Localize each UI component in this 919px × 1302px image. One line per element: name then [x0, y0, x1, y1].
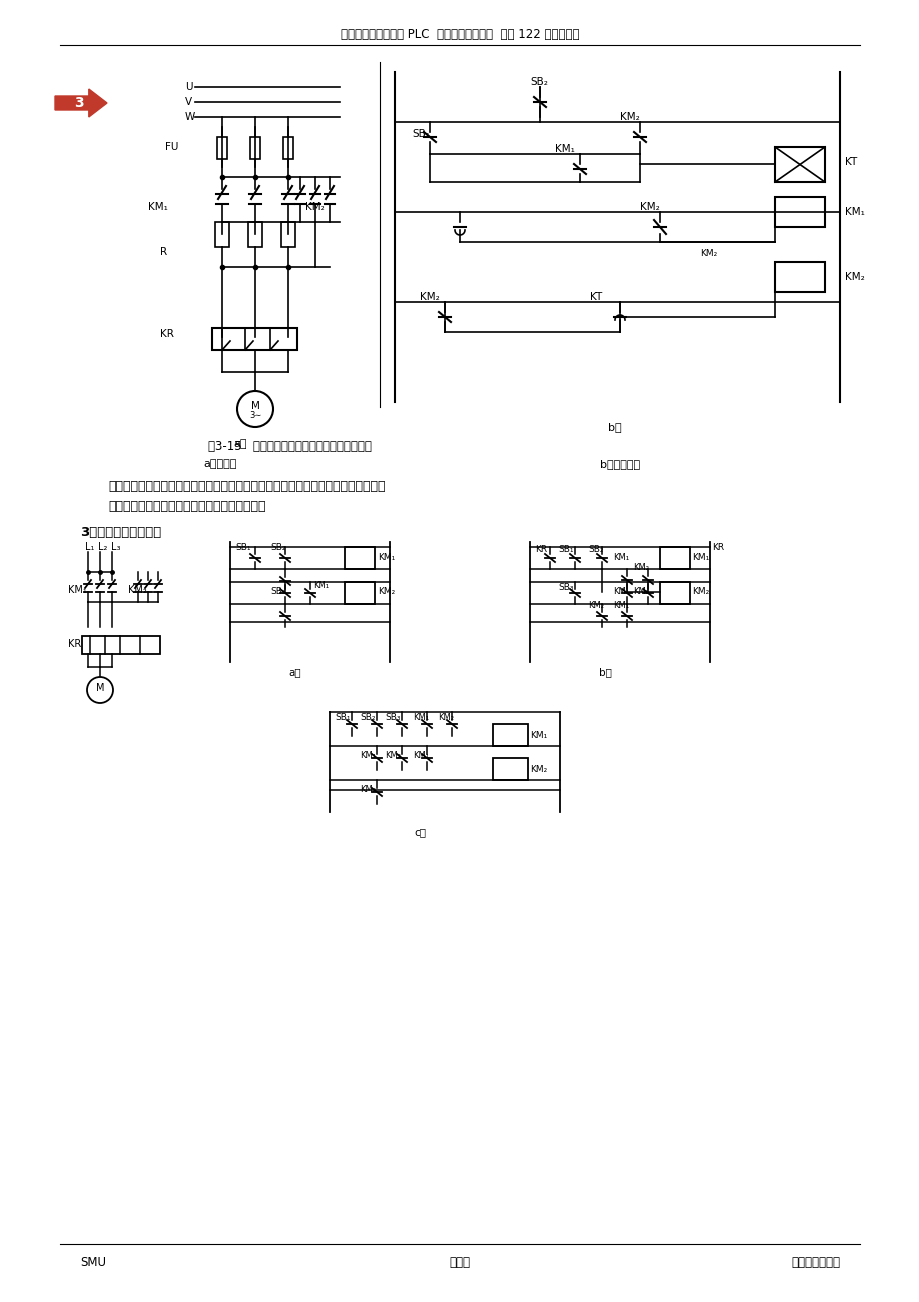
Bar — [493, 758, 528, 780]
Text: KM₂: KM₂ — [632, 587, 648, 596]
Bar — [774, 197, 824, 227]
Text: KM₂: KM₂ — [619, 112, 639, 122]
Text: KM₁: KM₁ — [612, 600, 629, 609]
Text: KM₁: KM₁ — [359, 751, 376, 760]
Text: M: M — [96, 684, 104, 693]
Text: SMU: SMU — [80, 1255, 106, 1268]
Text: SB₂: SB₂ — [359, 712, 375, 721]
Text: L₃: L₃ — [111, 542, 120, 552]
Text: FU: FU — [165, 142, 178, 152]
Text: SB₁: SB₁ — [234, 543, 250, 552]
Bar — [82, 635, 160, 654]
Text: KM₂: KM₂ — [437, 712, 453, 721]
Bar — [659, 582, 689, 604]
Text: KM₁: KM₁ — [413, 712, 428, 721]
Text: KM₂: KM₂ — [844, 272, 864, 283]
Bar — [345, 582, 375, 604]
Bar — [345, 547, 375, 569]
Text: L₂: L₂ — [98, 542, 108, 552]
Bar — [280, 223, 295, 247]
Text: L₁: L₁ — [85, 542, 95, 552]
Text: SB₃: SB₃ — [384, 712, 400, 721]
Bar — [211, 328, 297, 350]
Text: c）: c） — [414, 827, 425, 837]
Text: 电气系: 电气系 — [449, 1255, 470, 1268]
Text: W: W — [185, 112, 195, 122]
Polygon shape — [55, 89, 107, 117]
Bar — [215, 223, 229, 247]
Text: KR: KR — [711, 543, 723, 552]
Text: 好，控制灵活方便，因而能代替某些原则控制。: 好，控制灵活方便，因而能代替某些原则控制。 — [108, 500, 266, 513]
Text: a）: a） — [233, 439, 246, 449]
Text: KT: KT — [844, 158, 857, 167]
Text: R: R — [160, 247, 167, 256]
Bar — [217, 137, 227, 159]
Text: KM₁: KM₁ — [691, 552, 709, 561]
Text: KM₁: KM₁ — [378, 552, 395, 561]
Text: KR: KR — [535, 546, 547, 555]
Text: KM₂: KM₂ — [529, 764, 547, 773]
Circle shape — [237, 391, 273, 427]
Text: KM₁: KM₁ — [844, 207, 864, 217]
Text: SB₂: SB₂ — [269, 543, 285, 552]
Text: 3∼: 3∼ — [248, 411, 261, 421]
Text: SB₃: SB₃ — [269, 587, 285, 596]
Circle shape — [87, 677, 113, 703]
Text: 图3-15   定子串电阻降压启动时间原则控制电路: 图3-15 定子串电阻降压启动时间原则控制电路 — [208, 440, 371, 453]
Text: KM₁: KM₁ — [68, 585, 86, 595]
Text: b）: b） — [598, 667, 611, 677]
Text: SB₁: SB₁ — [335, 712, 350, 721]
Bar — [774, 262, 824, 292]
Text: KM₂: KM₂ — [305, 202, 324, 212]
Bar — [659, 547, 689, 569]
Text: KM₁: KM₁ — [529, 730, 547, 740]
Text: M: M — [250, 401, 259, 411]
Text: a）: a） — [289, 667, 301, 677]
Text: KM₁: KM₁ — [554, 145, 574, 154]
Text: KM₂: KM₂ — [691, 587, 709, 596]
Text: SB₂: SB₂ — [587, 546, 603, 555]
Text: KM₁: KM₁ — [148, 202, 167, 212]
Bar — [774, 147, 824, 182]
Text: 上海海事大学电气系 PLC  考试试题类型示例  测控 122 班委会编制: 上海海事大学电气系 PLC 考试试题类型示例 测控 122 班委会编制 — [340, 29, 579, 42]
Text: SB₁: SB₁ — [558, 546, 573, 555]
Text: KR: KR — [68, 639, 81, 648]
Text: KM₁: KM₁ — [612, 552, 629, 561]
Text: KM₁: KM₁ — [312, 581, 329, 590]
Text: V: V — [185, 98, 192, 107]
Text: U: U — [185, 82, 192, 92]
Text: KM₂: KM₂ — [378, 587, 395, 596]
Text: 时间原则控制多用于难以直接检测变化参量的自动控制中，而且时间继电器的通用性: 时间原则控制多用于难以直接检测变化参量的自动控制中，而且时间继电器的通用性 — [108, 480, 385, 493]
Text: KM₁: KM₁ — [612, 587, 629, 596]
Text: KM₂: KM₂ — [587, 600, 604, 609]
Text: SB₁: SB₁ — [412, 129, 429, 139]
Text: KM₂: KM₂ — [128, 585, 147, 595]
Text: a）主电路: a）主电路 — [203, 460, 236, 469]
Text: KM₂: KM₂ — [359, 785, 376, 793]
Text: KM₂: KM₂ — [699, 250, 717, 259]
Bar — [283, 137, 292, 159]
Bar — [250, 137, 260, 159]
Text: KM₂: KM₂ — [384, 751, 401, 760]
Text: KM₂: KM₂ — [632, 562, 648, 572]
Text: KR: KR — [160, 329, 174, 339]
Text: 3: 3 — [74, 96, 84, 109]
Text: KM₂: KM₂ — [420, 292, 439, 302]
Text: KM₁: KM₁ — [413, 751, 428, 760]
Text: SB₂: SB₂ — [529, 77, 548, 87]
Text: KM₂: KM₂ — [640, 202, 659, 212]
Text: b）控制电路: b）控制电路 — [599, 460, 640, 469]
Bar — [493, 724, 528, 746]
Text: KT: KT — [589, 292, 602, 302]
Text: b）: b） — [607, 422, 621, 432]
Bar — [248, 223, 262, 247]
Text: 测控技术与仪器: 测控技术与仪器 — [790, 1255, 839, 1268]
Text: SB₃: SB₃ — [558, 582, 573, 591]
Text: 3）电动机正反转线路: 3）电动机正反转线路 — [80, 526, 161, 539]
